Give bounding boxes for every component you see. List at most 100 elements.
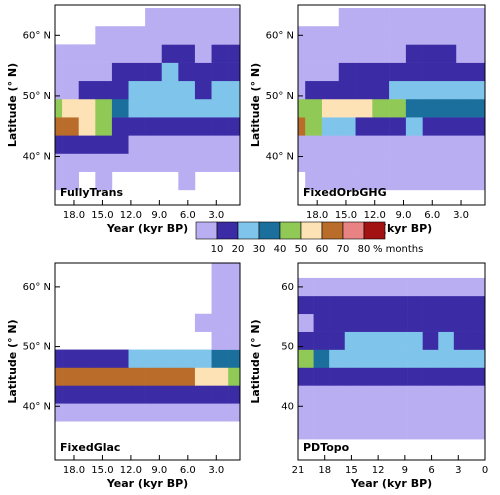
cell [422,421,439,440]
cell [405,171,423,191]
cell [329,349,346,368]
cells [298,277,485,440]
cell [407,295,423,315]
cell [298,117,306,136]
cell [344,313,361,332]
cell [161,153,179,172]
cell [422,98,440,118]
cells [298,8,485,191]
x-tick-label: 6.0 [424,210,440,221]
cell [372,62,390,82]
cell [62,367,80,386]
cell [375,295,392,315]
cell [321,171,340,191]
cell [375,349,392,368]
cell [422,153,440,172]
cell [194,44,212,63]
cell [161,8,179,27]
cell [422,26,440,45]
cell [338,8,356,27]
cell [62,385,80,404]
colorbar-label: 10 [211,244,224,255]
cell [313,349,330,368]
cell [78,403,96,422]
cell [422,331,439,350]
cell [360,367,377,386]
cell [372,26,390,45]
cell [344,385,361,404]
x-tick-label: 15.0 [91,210,113,221]
x-tick-label: 6.0 [180,465,196,476]
cell [355,44,373,63]
cell [407,313,423,332]
cell [473,171,485,191]
cell [360,313,377,332]
cell [439,8,457,27]
cell [78,62,96,82]
cell [178,62,196,82]
cell [338,44,356,63]
cell [161,117,179,136]
cell [338,171,356,191]
cell [321,135,340,154]
cell [329,331,346,350]
cell [211,117,229,136]
cell [95,80,113,100]
cell [360,295,377,315]
cell [375,331,392,350]
cell [228,367,240,386]
cell [228,135,240,154]
y-tick-label: 50° N [23,342,51,353]
cell [298,349,314,368]
x-tick-label: 21 [292,465,305,476]
cell [439,26,457,45]
cell [407,385,423,404]
cell [360,349,377,368]
cell [344,277,361,297]
cell [78,385,96,404]
x-tick-label: 9.0 [151,465,167,476]
cell [55,171,63,191]
cell [355,80,373,100]
cell [313,367,330,386]
cell [422,44,440,63]
cell [438,403,455,422]
cell [338,62,356,82]
cell [456,98,474,118]
cell [438,367,455,386]
cell [228,153,240,172]
frame [297,262,486,461]
cell [313,385,330,404]
cell [95,403,113,422]
cell [372,98,390,118]
cell [305,135,323,154]
cell [422,349,439,368]
cell [128,349,146,368]
cell [407,421,423,440]
panel-label: FixedGlac [60,441,120,454]
x-tick-label: 15 [345,465,358,476]
cell [422,385,439,404]
cell [298,403,314,422]
cell [389,117,407,136]
cell [305,153,323,172]
cell [453,421,470,440]
cell [473,80,485,100]
cell [360,277,377,297]
cell [344,403,361,422]
cell [355,171,373,191]
cell [389,80,407,100]
x-tick-label: 15.0 [335,210,357,221]
cell [321,80,340,100]
cell [111,153,129,172]
cell [313,295,330,315]
cells [55,263,240,422]
cell [111,62,129,82]
cell [145,153,163,172]
cell [298,385,314,404]
cell [453,367,470,386]
cell [62,403,80,422]
cell [161,135,179,154]
cell [360,421,377,440]
cell [405,135,423,154]
